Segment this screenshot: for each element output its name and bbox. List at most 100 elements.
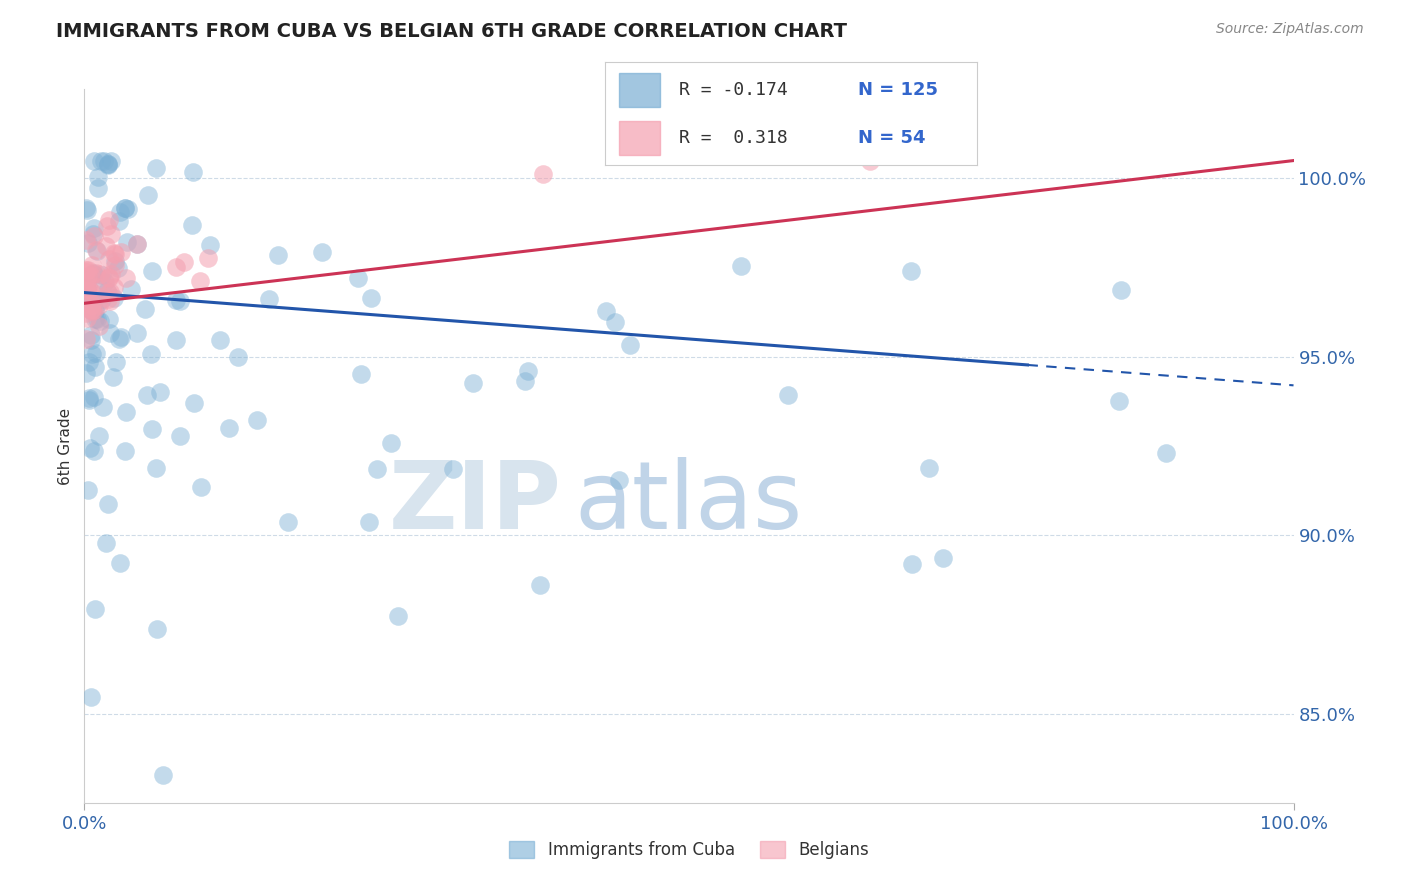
Point bbox=[103, 280, 125, 294]
Legend: Immigrants from Cuba, Belgians: Immigrants from Cuba, Belgians bbox=[502, 834, 876, 866]
Point bbox=[619, 338, 641, 352]
Point bbox=[105, 355, 128, 369]
Point bbox=[94, 239, 117, 253]
Point bbox=[145, 623, 167, 637]
FancyBboxPatch shape bbox=[620, 121, 661, 155]
Point bbox=[79, 328, 101, 343]
Point bbox=[141, 264, 163, 278]
Point bbox=[80, 302, 103, 317]
Point bbox=[82, 286, 104, 301]
Point bbox=[83, 303, 105, 318]
Point bbox=[80, 333, 103, 347]
Point bbox=[141, 422, 163, 436]
Point bbox=[89, 314, 111, 328]
Point bbox=[932, 551, 955, 566]
Text: R =  0.318: R = 0.318 bbox=[679, 128, 787, 147]
Point bbox=[1109, 283, 1132, 297]
Point bbox=[114, 444, 136, 458]
Point bbox=[75, 366, 97, 380]
Point bbox=[141, 347, 163, 361]
Point bbox=[110, 245, 132, 260]
Point bbox=[165, 333, 187, 347]
Text: Source: ZipAtlas.com: Source: ZipAtlas.com bbox=[1216, 22, 1364, 37]
Point bbox=[80, 269, 103, 284]
Point bbox=[1154, 446, 1177, 460]
Point bbox=[607, 473, 630, 487]
Point bbox=[97, 157, 120, 171]
Point bbox=[77, 282, 100, 296]
Point bbox=[76, 269, 98, 284]
Point bbox=[359, 515, 381, 529]
Point bbox=[94, 275, 117, 289]
Point bbox=[76, 290, 98, 304]
Text: N = 125: N = 125 bbox=[858, 80, 938, 99]
Point bbox=[79, 441, 101, 455]
Point bbox=[97, 292, 120, 306]
Point bbox=[82, 227, 104, 241]
Point bbox=[101, 370, 124, 384]
Point bbox=[226, 351, 249, 365]
Point bbox=[83, 229, 105, 244]
Point bbox=[75, 274, 97, 288]
Point bbox=[77, 393, 100, 408]
Text: IMMIGRANTS FROM CUBA VS BELGIAN 6TH GRADE CORRELATION CHART: IMMIGRANTS FROM CUBA VS BELGIAN 6TH GRAD… bbox=[56, 22, 848, 41]
Point bbox=[311, 245, 333, 260]
Point bbox=[136, 388, 159, 402]
Point bbox=[218, 421, 240, 435]
Point bbox=[98, 293, 121, 308]
Point bbox=[103, 291, 125, 305]
Point bbox=[108, 205, 131, 219]
Point bbox=[76, 279, 98, 293]
Point bbox=[77, 355, 100, 369]
Point bbox=[91, 268, 114, 283]
Point bbox=[75, 332, 97, 346]
Point bbox=[80, 300, 103, 314]
Point bbox=[181, 218, 204, 232]
Point bbox=[97, 311, 120, 326]
Point bbox=[257, 293, 280, 307]
Point bbox=[183, 396, 205, 410]
Point bbox=[84, 244, 107, 258]
Point bbox=[267, 248, 290, 262]
Point bbox=[84, 266, 107, 280]
Point bbox=[75, 297, 97, 311]
Point bbox=[97, 269, 120, 284]
Point bbox=[918, 461, 941, 475]
Point bbox=[115, 405, 138, 419]
Point bbox=[200, 237, 222, 252]
Point bbox=[277, 515, 299, 529]
Text: R = -0.174: R = -0.174 bbox=[679, 80, 787, 99]
Point bbox=[76, 281, 98, 295]
Point bbox=[165, 260, 187, 274]
Point bbox=[82, 258, 104, 272]
Point bbox=[93, 153, 115, 168]
Point bbox=[197, 251, 219, 265]
Point bbox=[516, 364, 538, 378]
Point bbox=[77, 291, 100, 305]
Point bbox=[83, 602, 105, 616]
Point bbox=[83, 153, 105, 168]
Point bbox=[75, 201, 97, 215]
Point bbox=[77, 263, 100, 277]
Point bbox=[77, 285, 100, 299]
Point bbox=[104, 247, 127, 261]
Point bbox=[107, 332, 129, 346]
Point bbox=[350, 367, 373, 381]
Point bbox=[115, 235, 138, 249]
Point bbox=[529, 577, 551, 591]
Point bbox=[97, 252, 120, 267]
Point bbox=[77, 391, 100, 405]
Point bbox=[83, 220, 105, 235]
Point bbox=[86, 280, 108, 294]
Point bbox=[98, 326, 121, 340]
Point bbox=[443, 462, 465, 476]
Point bbox=[75, 283, 97, 297]
Point bbox=[901, 557, 924, 571]
Point bbox=[134, 301, 156, 316]
Point bbox=[114, 201, 136, 215]
Point bbox=[387, 608, 409, 623]
Point bbox=[776, 388, 799, 402]
Point bbox=[82, 266, 104, 280]
Point bbox=[169, 293, 191, 308]
Point bbox=[83, 303, 105, 318]
